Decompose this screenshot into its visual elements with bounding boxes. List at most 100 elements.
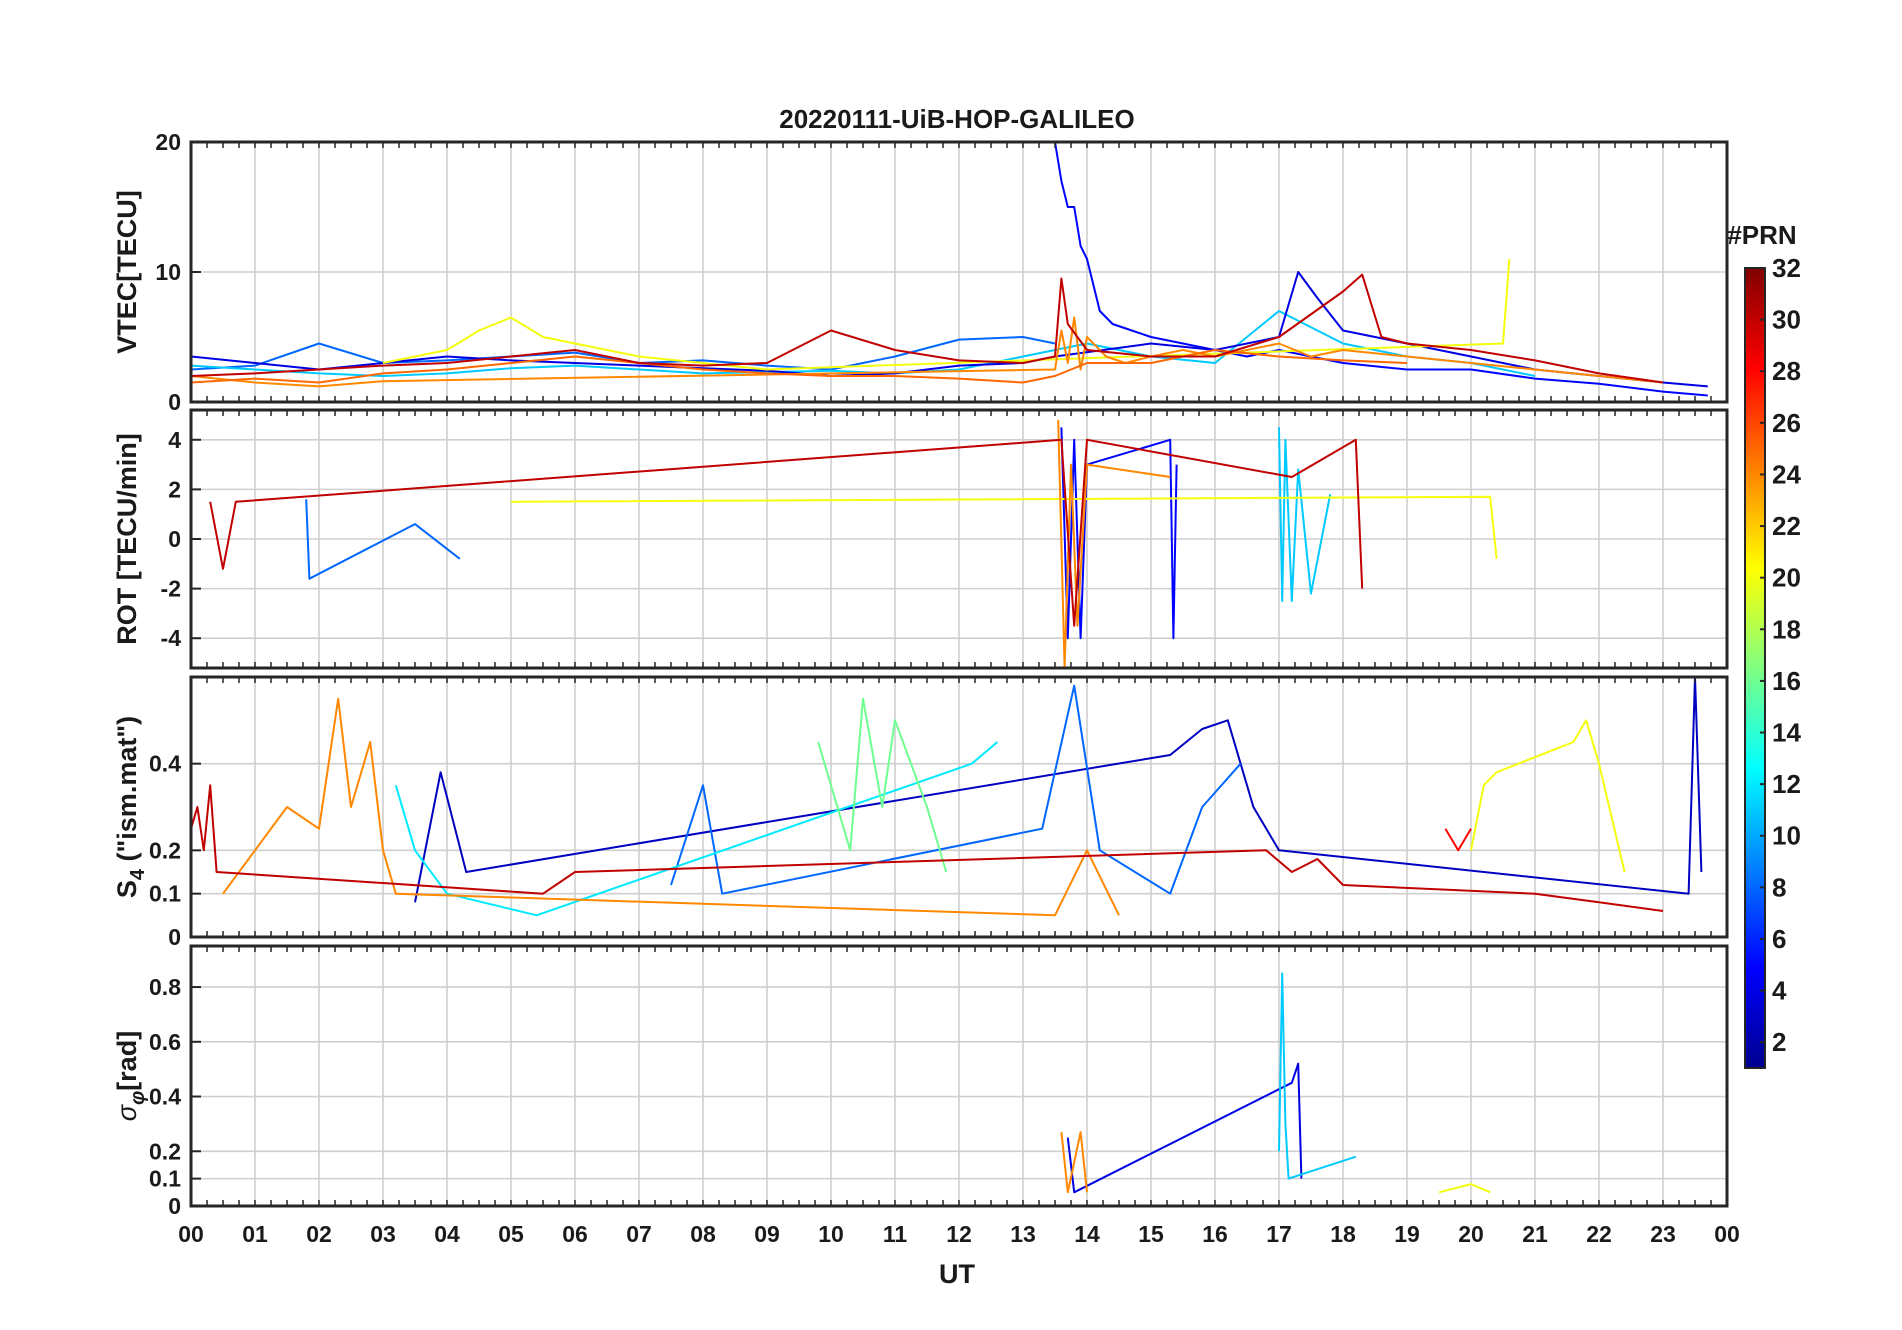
series-line-prn-8 (670, 684, 1242, 895)
x-tick-label: 07 (626, 1221, 652, 1247)
x-tick-label: 10 (818, 1221, 844, 1247)
series-line-prn-30 (191, 784, 1664, 912)
colorbar-scale (1744, 267, 1766, 1069)
x-tick-label: 20 (1458, 1221, 1484, 1247)
series-line-prn-20 (1470, 719, 1626, 873)
panel-frame (189, 944, 1729, 1208)
panel-1: 0 10 20 VTEC[TECU] (112, 129, 1729, 415)
series-line-prn-30 (209, 438, 1364, 627)
y-tick-label: 4 (168, 427, 181, 453)
series-line-prn-4 (1066, 1062, 1303, 1194)
x-tick-label: 00 (1714, 1221, 1740, 1247)
colorbar-tick-label: 6 (1772, 924, 1786, 954)
y-axis-label-3: S4 ("ism.mat") (112, 716, 149, 898)
series-line-prn-16 (817, 697, 948, 873)
colorbar-tick-label: 30 (1772, 305, 1801, 335)
y-tick-label: 0.1 (149, 1166, 181, 1192)
colorbar-label: #PRN (1727, 220, 1796, 250)
x-tick-label: 03 (370, 1221, 396, 1247)
x-tick-label: 14 (1074, 1221, 1100, 1247)
colorbar-tick-label: 16 (1772, 666, 1801, 696)
y-axis-label-main: σ (112, 1103, 142, 1121)
panel-2: -4 -2 0 2 4 ROT [TECU/min] (112, 408, 1729, 670)
y-axis-label-rest: [rad] (112, 1031, 142, 1091)
x-tick-label: 19 (1394, 1221, 1420, 1247)
series-line-prn-5 (1054, 142, 1708, 397)
y-axis-label-2: ROT [TECU/min] (112, 433, 142, 644)
x-tick-label: 12 (946, 1221, 972, 1247)
series-group (209, 419, 1498, 668)
x-tick-label: 04 (434, 1221, 460, 1247)
colorbar-tick-label: 28 (1772, 356, 1801, 386)
y-tick-label: 2 (168, 476, 181, 502)
y-tick-label: 0.2 (149, 837, 181, 863)
y-tick-label: 0.4 (149, 751, 181, 777)
series-line-prn-20 (382, 258, 1511, 371)
series-line-prn-25 (191, 349, 1408, 384)
series-line-prn-20 (1438, 1183, 1491, 1194)
y-tick-label: 0 (168, 924, 181, 950)
colorbar-tick-label: 32 (1772, 253, 1801, 283)
colorbar-tick-label: 12 (1772, 769, 1801, 799)
colorbar-tick-label: 14 (1772, 718, 1801, 748)
series-line-prn-28 (1444, 828, 1472, 852)
series-group (191, 677, 1703, 917)
chart-title: 20220111-UiB-HOP-GALILEO (779, 104, 1134, 134)
x-tick-label: 09 (754, 1221, 780, 1247)
colorbar-tick-label: 4 (1772, 976, 1787, 1006)
y-tick-label: 0 (168, 389, 181, 415)
y-tick-label: 0.8 (149, 974, 181, 1000)
x-tick-label: 23 (1650, 1221, 1676, 1247)
series-line-prn-11 (1278, 972, 1357, 1180)
series-line-prn-5 (1060, 427, 1178, 640)
x-tick-label: 21 (1522, 1221, 1548, 1247)
panel-3: 00.10.20.4S4 ("ism.mat") (112, 675, 1729, 950)
y-tick-label: -4 (161, 625, 182, 651)
series-line-prn-11 (1278, 427, 1332, 602)
y-axis-label-4: σφ[rad] (112, 1031, 149, 1121)
y-axis-label-rest: ("ism.mat") (112, 716, 142, 869)
x-axis-label: UT (939, 1259, 975, 1289)
x-tick-label: 22 (1586, 1221, 1612, 1247)
colorbar-tick-label: 8 (1772, 872, 1786, 902)
series-line-prn-24 (1060, 1131, 1088, 1194)
y-axis-label-subscript: 4 (127, 868, 149, 880)
series-line-prn-3 (414, 677, 1703, 903)
y-tick-label: 10 (155, 259, 181, 285)
series-line-prn-12 (394, 741, 999, 917)
x-tick-label: 08 (690, 1221, 716, 1247)
x-tick-label: 16 (1202, 1221, 1228, 1247)
series-line-prn-24 (222, 697, 1120, 917)
x-tick-label: 13 (1010, 1221, 1036, 1247)
colorbar-tick-label: 2 (1772, 1027, 1786, 1057)
x-tick-label: 06 (562, 1221, 588, 1247)
y-axis-label-main: S (112, 880, 142, 898)
y-tick-label: 0.4 (149, 1084, 181, 1110)
colorbar-tick-label: 24 (1772, 459, 1801, 489)
series-line-prn-20 (510, 495, 1498, 559)
series-line-prn-30 (191, 273, 1664, 384)
series-group (1060, 972, 1491, 1194)
colorbar-tick-label: 10 (1772, 821, 1801, 851)
series-line-prn-8 (305, 499, 461, 580)
colorbar-tick-label: 20 (1772, 563, 1801, 593)
x-tick-label: 02 (306, 1221, 332, 1247)
series-group (191, 142, 1708, 397)
y-tick-label: 0 (168, 526, 181, 552)
x-tick-label: 01 (242, 1221, 268, 1247)
x-tick-label: 18 (1330, 1221, 1356, 1247)
panel-frame (189, 675, 1729, 939)
y-tick-label: 0 (168, 1193, 181, 1219)
y-axis-label-subscript: φ (127, 1091, 149, 1105)
y-tick-label: 20 (155, 129, 181, 155)
colorbar-tick-label: 22 (1772, 511, 1801, 541)
colorbar-tick-label: 18 (1772, 614, 1801, 644)
y-axis-label-1: VTEC[TECU] (112, 190, 142, 354)
x-tick-label: 15 (1138, 1221, 1164, 1247)
x-tick-label: 05 (498, 1221, 524, 1247)
panel-4: 00.10.2 0.4 0.6 0.8 σφ[rad] 00 01 02 03 04 05 06 07 0… (112, 944, 1740, 1247)
